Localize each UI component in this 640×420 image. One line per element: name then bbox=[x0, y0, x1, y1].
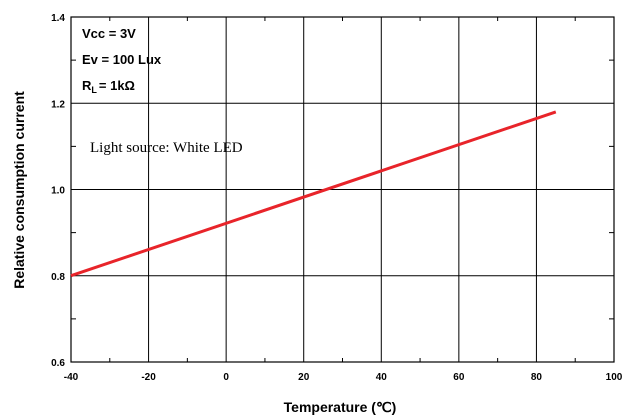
series-line-0 bbox=[70, 110, 557, 278]
y-tick-labels: 0.6 0.8 1.0 1.2 1.4 bbox=[51, 13, 65, 369]
y-tick-label: 1.0 bbox=[51, 186, 65, 197]
x-tick-labels: -40 -20 0 20 40 60 80 100 bbox=[64, 372, 623, 383]
condition-rl: RL = 1kΩ bbox=[82, 78, 135, 95]
condition-rl-value: = 1kΩ bbox=[99, 78, 135, 93]
x-tick-label: 40 bbox=[376, 372, 388, 383]
x-tick-label: -40 bbox=[64, 372, 79, 383]
y-tick-label: 0.8 bbox=[51, 272, 65, 283]
y-tick-label: 0.6 bbox=[51, 358, 65, 369]
x-tick-label: 80 bbox=[531, 372, 543, 383]
annotation-light-source: Light source: White LED bbox=[90, 140, 243, 156]
y-axis-label: Relative consumption current bbox=[11, 91, 27, 289]
y-tick-label: 1.2 bbox=[51, 99, 65, 110]
grid-lines bbox=[71, 17, 614, 362]
x-tick-label: 0 bbox=[223, 372, 229, 383]
condition-rl-sub: L bbox=[91, 85, 97, 95]
plot-frame bbox=[70, 16, 615, 363]
x-tick-label: 60 bbox=[453, 372, 465, 383]
condition-ev: Ev = 100 Lux bbox=[82, 52, 162, 67]
minor-ticks bbox=[71, 17, 614, 362]
condition-vcc: Vcc = 3V bbox=[82, 26, 136, 41]
condition-rl-main: R bbox=[82, 78, 92, 93]
series-group bbox=[70, 110, 557, 278]
x-tick-label: 100 bbox=[606, 372, 623, 383]
x-tick-label: 20 bbox=[298, 372, 310, 383]
x-axis-label: Temperature (℃) bbox=[284, 399, 397, 415]
y-tick-label: 1.4 bbox=[51, 13, 65, 24]
x-tick-label: -20 bbox=[141, 372, 156, 383]
